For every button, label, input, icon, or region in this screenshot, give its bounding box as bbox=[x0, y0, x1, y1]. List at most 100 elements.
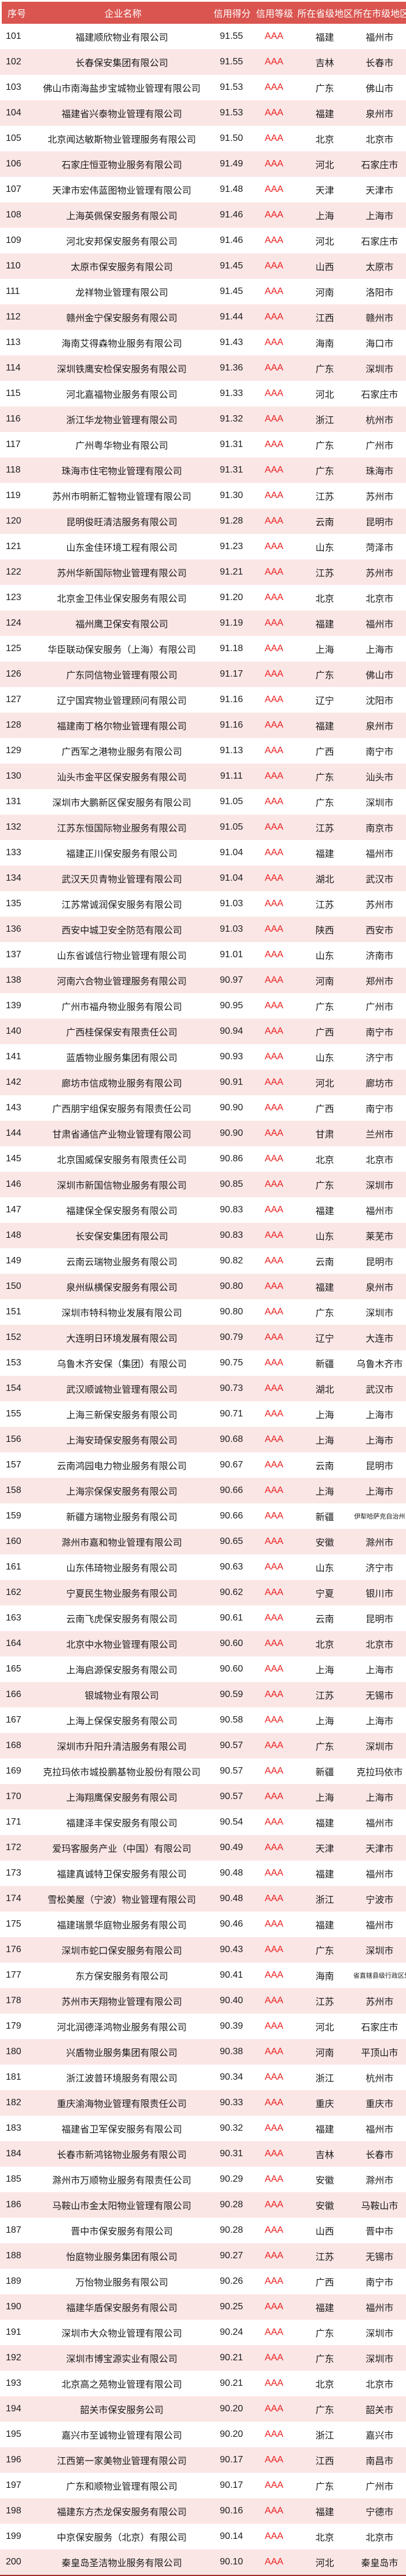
table-row: 160 滁州市嘉和物业管理有限公司 90.65 AAA 安徽 滁州市 bbox=[0, 1529, 406, 1554]
rank-cell: 137 bbox=[6, 950, 21, 960]
city-cell: 泉州市 bbox=[365, 1283, 394, 1293]
table-row: 128 福建南丁格尔物业管理有限公司 91.16 AAA 福建 泉州市 bbox=[0, 713, 406, 738]
company-name-cell: 深圳市大鹏新区保安服务有限公司 bbox=[52, 798, 192, 808]
table-row: 144 甘肃省通信产业物业管理有限公司 90.90 AAA 甘肃 兰州市 bbox=[0, 1121, 406, 1146]
city-cell: 南京市 bbox=[365, 824, 394, 834]
company-name-cell: 广东和顺物业管理有限公司 bbox=[66, 2482, 178, 2492]
score-cell: 91.43 bbox=[220, 337, 243, 347]
rating-cell: AAA bbox=[265, 1613, 284, 1623]
rank-cell: 132 bbox=[6, 822, 21, 832]
province-cell: 广东 bbox=[315, 1742, 334, 1752]
score-cell: 90.94 bbox=[220, 1026, 243, 1036]
rating-cell: AAA bbox=[265, 542, 284, 551]
company-name-cell: 福建省卫军保安服务有限公司 bbox=[61, 2125, 182, 2135]
city-cell: 银川市 bbox=[365, 1589, 394, 1599]
table-row: 165 上海启源保安服务有限公司 90.60 AAA 上海 上海市 bbox=[0, 1656, 406, 1682]
table-row: 168 深圳市升阳升清洁服务有限公司 90.57 AAA 广东 深圳市 bbox=[0, 1733, 406, 1758]
table-row: 138 河南六合物业管理服务有限公司 90.97 AAA 河南 郑州市 bbox=[0, 968, 406, 993]
province-cell: 山东 bbox=[315, 951, 334, 961]
rating-cell: AAA bbox=[265, 108, 284, 118]
company-name-cell: 嘉兴市至诚物业管理有限公司 bbox=[61, 2431, 182, 2441]
city-cell: 石家庄市 bbox=[361, 161, 398, 170]
company-name-cell: 晋中市保安服务有限公司 bbox=[71, 2227, 173, 2237]
province-cell: 河北 bbox=[315, 390, 334, 400]
rating-cell: AAA bbox=[265, 414, 284, 424]
rank-cell: 170 bbox=[6, 1792, 21, 1801]
province-cell: 上海 bbox=[315, 1793, 334, 1803]
rating-cell: AAA bbox=[265, 975, 284, 985]
city-cell: 汕头市 bbox=[365, 773, 394, 783]
table-row: 200 秦皇岛圣洁物业服务有限公司 90.10 AAA 河北 秦皇岛市 bbox=[0, 2549, 406, 2575]
rating-cell: AAA bbox=[265, 1256, 284, 1266]
rating-cell: AAA bbox=[265, 2021, 284, 2031]
rating-cell: AAA bbox=[265, 1868, 284, 1878]
rating-cell: AAA bbox=[265, 2531, 284, 2541]
company-name-cell: 广州市福舟物业服务有限公司 bbox=[61, 1002, 182, 1012]
company-name-cell: 万怡物业服务有限公司 bbox=[75, 2278, 169, 2288]
score-cell: 91.05 bbox=[220, 822, 243, 832]
table-row: 180 兴盾物业服务集团有限公司 90.38 AAA 河南 平顶山市 bbox=[0, 2039, 406, 2065]
company-name-cell: 广东同信物业管理有限公司 bbox=[66, 671, 178, 681]
score-cell: 91.21 bbox=[220, 567, 243, 577]
table-row: 184 长春市新鸿铭物业服务有限公司 90.31 AAA 吉林 长春市 bbox=[0, 2141, 406, 2167]
score-cell: 91.18 bbox=[220, 644, 243, 653]
table-row: 124 福州鹰卫保安有限公司 91.19 AAA 福建 福州市 bbox=[0, 611, 406, 636]
rank-cell: 126 bbox=[6, 669, 21, 679]
company-name-cell: 广西桂保保安有限责任公司 bbox=[66, 1028, 178, 1038]
rank-cell: 130 bbox=[6, 771, 21, 781]
city-cell: 长春市 bbox=[365, 59, 394, 68]
company-name-cell: 昆明俊旺清洁服务有限公司 bbox=[66, 518, 178, 528]
city-cell: 重庆市 bbox=[365, 2099, 394, 2109]
rating-cell: AAA bbox=[265, 31, 284, 41]
table-row: 127 辽宁国宾物业管理顾问有限公司 91.16 AAA 辽宁 沈阳市 bbox=[0, 687, 406, 713]
table-row: 157 云南鸿园电力物业服务有限公司 90.67 AAA 云南 昆明市 bbox=[0, 1452, 406, 1478]
score-cell: 91.04 bbox=[220, 873, 243, 883]
province-cell: 河南 bbox=[315, 977, 334, 987]
company-name-cell: 西安中城卫安全防范有限公司 bbox=[61, 926, 182, 936]
company-name-cell: 长春保安集团有限公司 bbox=[75, 59, 169, 68]
score-cell: 91.46 bbox=[220, 210, 243, 220]
city-cell: 兰州市 bbox=[365, 1130, 394, 1140]
table-row: 123 北京金卫伟业保安服务有限公司 91.20 AAA 北京 北京市 bbox=[0, 585, 406, 611]
rank-cell: 165 bbox=[6, 1664, 21, 1674]
header-cell-rank: 序号 bbox=[8, 9, 27, 19]
rank-cell: 129 bbox=[6, 746, 21, 755]
rating-cell: AAA bbox=[265, 950, 284, 960]
rank-cell: 184 bbox=[6, 2149, 21, 2159]
province-cell: 广东 bbox=[315, 671, 334, 681]
rating-cell: AAA bbox=[265, 1409, 284, 1419]
company-name-cell: 苏州华新国际物业管理有限公司 bbox=[57, 569, 187, 579]
table-row: 178 苏州市天翔物业管理有限公司 90.40 AAA 江苏 苏州市 bbox=[0, 1988, 406, 2014]
rank-cell: 154 bbox=[6, 1383, 21, 1393]
province-cell: 天津 bbox=[315, 1844, 334, 1854]
table-row: 155 上海三新保安服务有限公司 90.71 AAA 上海 上海市 bbox=[0, 1401, 406, 1427]
company-name-cell: 武汉天贝青物业管理有限公司 bbox=[61, 875, 182, 885]
rating-cell: AAA bbox=[265, 1128, 284, 1138]
city-cell: 南宁市 bbox=[365, 1104, 394, 1114]
rank-cell: 187 bbox=[6, 2225, 21, 2235]
rank-cell: 104 bbox=[6, 108, 21, 118]
rating-cell: AAA bbox=[265, 1638, 284, 1648]
score-cell: 91.23 bbox=[220, 542, 243, 551]
company-name-cell: 长安保安集团有限公司 bbox=[75, 1232, 169, 1242]
score-cell: 91.16 bbox=[220, 720, 243, 730]
province-cell: 湖北 bbox=[315, 875, 334, 885]
rank-cell: 153 bbox=[6, 1358, 21, 1368]
company-name-cell: 浙江华龙物业管理有限公司 bbox=[66, 416, 178, 426]
company-name-cell: 山东省诚信行物业管理有限公司 bbox=[57, 951, 187, 961]
province-cell: 江苏 bbox=[315, 2252, 334, 2262]
city-cell: 深圳市 bbox=[365, 2329, 394, 2339]
rank-cell: 107 bbox=[6, 184, 21, 194]
table-row: 102 长春保安集团有限公司 91.55 AAA 吉林 长春市 bbox=[0, 49, 406, 75]
table-header-row: 序号 企业名称 信用得分 信用等级 所在省级地区 所在市级地区 bbox=[2, 2, 406, 24]
table-row: 154 武汉顺诚物业管理有限公司 90.73 AAA 湖北 武汉市 bbox=[0, 1376, 406, 1401]
company-name-cell: 苏州市天翔物业管理有限公司 bbox=[61, 1997, 182, 2007]
province-cell: 新疆 bbox=[315, 1513, 334, 1523]
province-cell: 山东 bbox=[315, 1053, 334, 1063]
company-name-cell: 广西军之港物业服务有限公司 bbox=[61, 747, 182, 757]
company-name-cell: 北京中水物业管理有限公司 bbox=[66, 1640, 178, 1650]
company-name-cell: 山东金佳环境工程有限公司 bbox=[66, 543, 178, 553]
score-cell: 91.45 bbox=[220, 261, 243, 271]
province-cell: 辽宁 bbox=[315, 696, 334, 706]
province-cell: 河北 bbox=[315, 161, 334, 170]
